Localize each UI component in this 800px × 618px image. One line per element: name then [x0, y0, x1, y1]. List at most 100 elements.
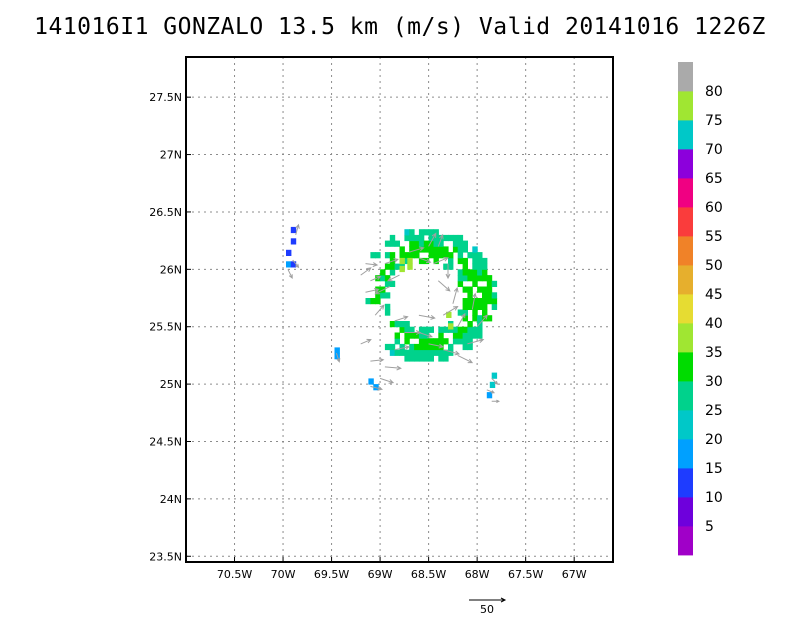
wind-vector	[386, 274, 400, 282]
speed-cell	[467, 252, 473, 259]
speed-cell	[462, 315, 468, 322]
speed-cell	[423, 326, 430, 333]
speed-cell	[462, 286, 468, 293]
speed-cell	[482, 309, 488, 316]
speed-cell	[482, 292, 488, 299]
speed-cell	[448, 234, 454, 242]
speed-cell	[394, 349, 400, 356]
speed-cell	[438, 240, 444, 247]
y-tick-label: 24.5N	[149, 435, 182, 448]
speed-cell	[448, 349, 454, 356]
speed-cell	[457, 246, 464, 253]
y-tick-label: 26.5N	[149, 206, 182, 219]
speed-cell	[409, 326, 415, 333]
speed-cell	[462, 246, 468, 253]
speed-cell	[472, 315, 478, 322]
speed-cell	[404, 229, 410, 236]
speed-cell	[443, 326, 449, 333]
speed-cell	[423, 343, 430, 351]
speed-cell	[404, 332, 410, 339]
speed-cell	[438, 332, 444, 339]
speed-cell	[399, 349, 405, 356]
speed-cell	[418, 343, 425, 351]
reference-vector-arrow	[469, 597, 507, 603]
speed-cell	[404, 326, 410, 333]
speed-cell	[370, 298, 376, 305]
speed-cell	[467, 321, 473, 328]
speed-cell	[414, 355, 420, 362]
wind-vector	[374, 304, 385, 316]
speed-cell	[365, 298, 371, 305]
speed-cell	[462, 309, 468, 316]
speed-cell	[462, 332, 468, 339]
speed-cell	[486, 315, 493, 322]
wind-vector	[374, 286, 391, 295]
colorbar-swatch	[678, 410, 693, 440]
speed-cell	[414, 252, 420, 259]
speed-cell	[472, 326, 478, 333]
speed-cell	[404, 338, 410, 345]
speed-cell	[404, 355, 410, 362]
wind-vector	[442, 306, 459, 316]
speed-cell	[380, 292, 386, 299]
wind-vector	[292, 259, 300, 269]
colorbar-swatch	[678, 497, 693, 527]
colorbar-label: 20	[705, 432, 723, 448]
speed-cell	[467, 286, 473, 293]
colorbar-label: 55	[705, 229, 723, 245]
speed-cell	[433, 252, 439, 259]
speed-cell	[467, 275, 473, 282]
speed-cell	[414, 343, 420, 351]
y-tick-label: 26N	[160, 263, 182, 276]
wind-vector	[445, 263, 451, 280]
speed-cell	[433, 349, 439, 356]
speed-cell	[491, 372, 498, 379]
speed-cell	[457, 332, 464, 339]
speed-cell	[472, 252, 478, 259]
speed-cell	[448, 263, 454, 270]
speed-cell	[443, 349, 449, 356]
speed-cell	[472, 309, 478, 316]
wind-vector	[418, 314, 436, 320]
speed-cell	[384, 303, 391, 310]
speed-cell	[472, 275, 478, 282]
x-tick-label: 68.5W	[411, 568, 446, 581]
speed-cell	[389, 349, 396, 356]
y-tick-label: 27N	[160, 149, 182, 162]
colorbar-swatch	[678, 265, 693, 295]
speed-cell	[491, 303, 498, 310]
speed-cell	[482, 263, 488, 270]
wind-vector	[335, 352, 341, 363]
wind-vector	[418, 332, 433, 338]
colorbar-label: 70	[705, 142, 723, 158]
colorbar-swatch	[678, 352, 693, 382]
speed-cell	[423, 338, 430, 345]
speed-cell	[373, 384, 379, 391]
speed-cell	[491, 298, 498, 305]
speed-cell	[407, 257, 413, 265]
speed-cell	[380, 275, 386, 282]
speed-cell	[399, 326, 405, 333]
speed-cell	[472, 246, 478, 253]
speed-cell	[452, 326, 459, 333]
x-tick-label: 67.5W	[508, 568, 543, 581]
speed-cell	[457, 280, 464, 287]
speed-cell	[428, 229, 434, 236]
speed-cell	[375, 252, 381, 259]
speed-cell	[389, 321, 396, 328]
speed-cell	[407, 263, 413, 270]
speed-cell	[380, 269, 386, 276]
wind-vector	[384, 258, 399, 265]
speed-cell	[477, 252, 483, 259]
speed-cell	[482, 298, 488, 305]
colorbar-label: 50	[705, 258, 723, 274]
speed-cell	[286, 261, 292, 268]
wind-vector	[287, 269, 293, 280]
colorbar-label: 30	[705, 374, 723, 390]
colorbar-swatch	[678, 120, 693, 150]
speed-cell	[428, 240, 434, 247]
speed-cell	[472, 257, 478, 265]
speed-cell	[418, 326, 425, 333]
colorbar-label: 40	[705, 316, 723, 332]
speed-cell	[433, 229, 439, 236]
